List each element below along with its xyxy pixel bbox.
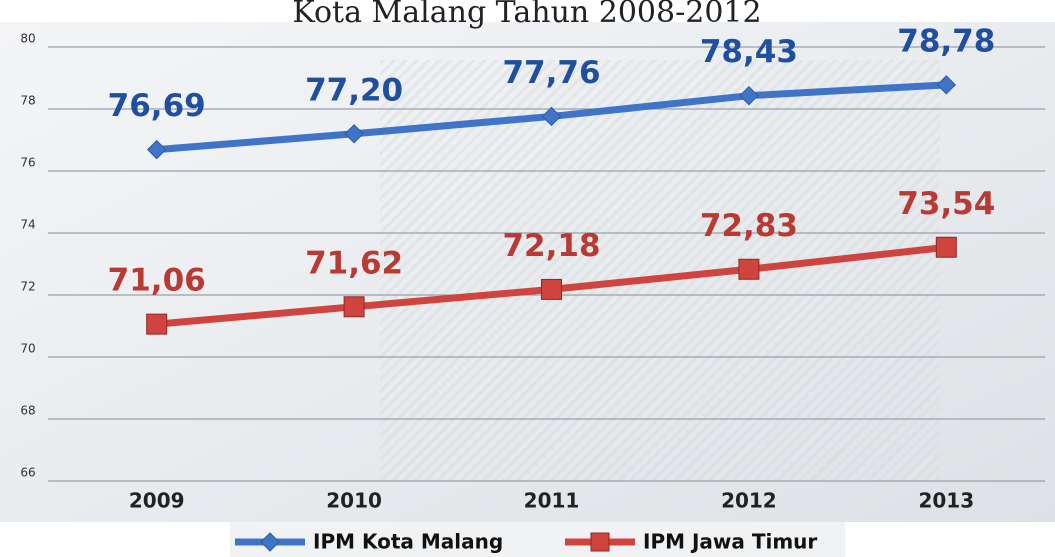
data-label: 72,83 (700, 208, 798, 244)
x-tick-label: 2013 (918, 489, 974, 513)
y-tick-label: 80 (20, 32, 35, 46)
point-marker (344, 124, 364, 144)
legend-label: IPM Kota Malang (313, 530, 503, 554)
data-label: 77,76 (502, 55, 600, 91)
data-label: 76,69 (108, 88, 206, 124)
point-marker (936, 75, 957, 95)
y-tick-label: 76 (20, 156, 35, 170)
point-marker (541, 106, 562, 127)
y-tick-label: 72 (20, 280, 35, 294)
x-tick-label: 2012 (721, 489, 777, 513)
data-label: 71,62 (305, 245, 403, 281)
x-tick-label: 2010 (326, 489, 382, 513)
data-label: 77,20 (305, 72, 403, 108)
point-marker (260, 532, 280, 552)
x-tick-label: 2011 (524, 489, 580, 513)
point-marker (146, 139, 167, 160)
x-tick-label: 2009 (129, 489, 185, 513)
point-marker (738, 258, 760, 280)
y-tick-label: 78 (20, 94, 35, 108)
y-tick-label: 70 (20, 342, 35, 356)
y-tick-label: 66 (20, 466, 35, 480)
point-marker (739, 85, 759, 106)
y-tick-label: 74 (20, 218, 35, 232)
legend-label: IPM Jawa Timur (643, 530, 817, 554)
map-texture (380, 60, 940, 480)
chart-title: Kota Malang Tahun 2008-2012 (292, 0, 761, 30)
data-label: 72,18 (502, 228, 600, 264)
point-marker (935, 236, 957, 258)
point-marker (590, 532, 610, 552)
legend-box (230, 522, 845, 557)
data-label: 78,78 (897, 23, 995, 59)
data-label: 78,43 (700, 34, 798, 70)
y-tick-label: 68 (20, 404, 35, 418)
data-label: 71,06 (108, 263, 206, 299)
data-label: 73,54 (897, 186, 995, 222)
point-marker (343, 296, 365, 318)
point-marker (146, 313, 168, 335)
point-marker (541, 278, 562, 300)
